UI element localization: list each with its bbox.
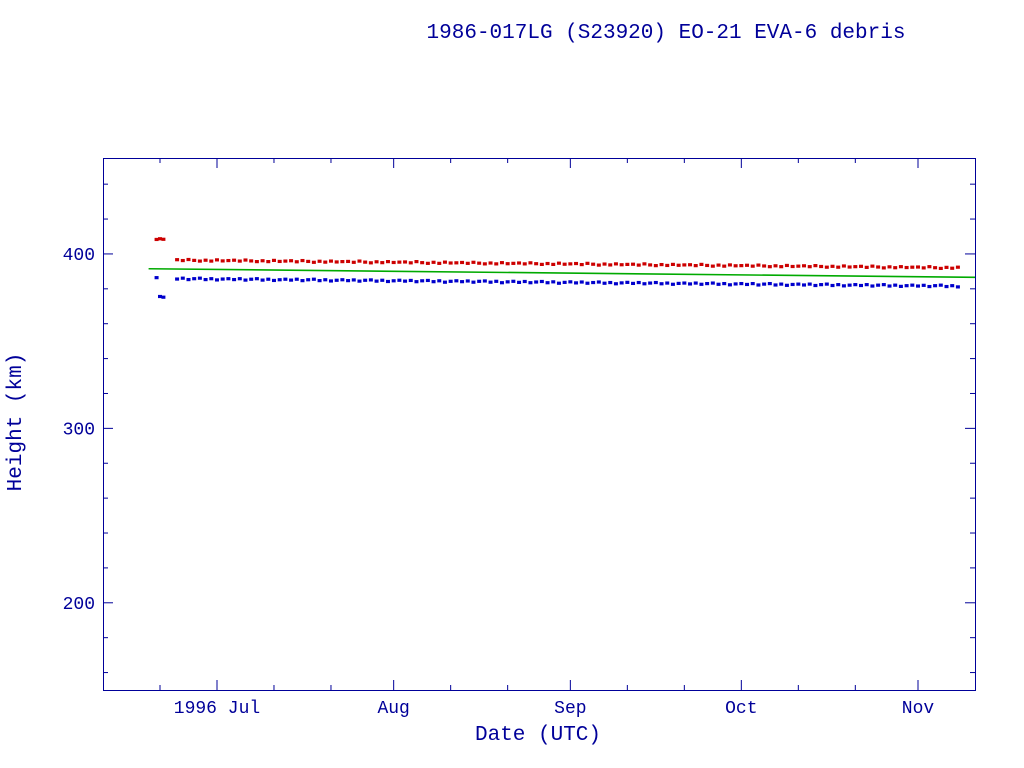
y-axis-label: Height (km)	[5, 353, 28, 492]
x-tick-label: Nov	[902, 699, 935, 719]
y-tick-label: 300	[63, 420, 95, 440]
apogee-height-series	[154, 237, 960, 271]
x-axis-ticks: 1996 Jul Aug Sep Oct Nov	[159, 158, 935, 719]
plot-box	[103, 158, 976, 691]
y-tick-label: 200	[63, 595, 95, 615]
perigee-height-series	[154, 276, 960, 299]
x-tick-label: Aug	[377, 699, 409, 719]
x-tick-label: 1996 Jul	[174, 699, 260, 719]
y-axis-ticks: 400 300 200	[63, 183, 975, 674]
mean-height-fit-series	[148, 267, 976, 279]
mean-height-fit	[148, 267, 976, 279]
chart-title: 1986-017LG (S23920) EO-21 EVA-6 debris	[427, 22, 906, 45]
x-axis-label: Date (UTC)	[475, 724, 601, 747]
axes-layer: 1996 Jul Aug Sep Oct Nov 400 300 200	[63, 158, 976, 719]
x-tick-label: Oct	[725, 699, 757, 719]
y-tick-label: 400	[63, 246, 95, 266]
x-tick-label: Sep	[554, 699, 586, 719]
series-layer	[148, 237, 976, 299]
